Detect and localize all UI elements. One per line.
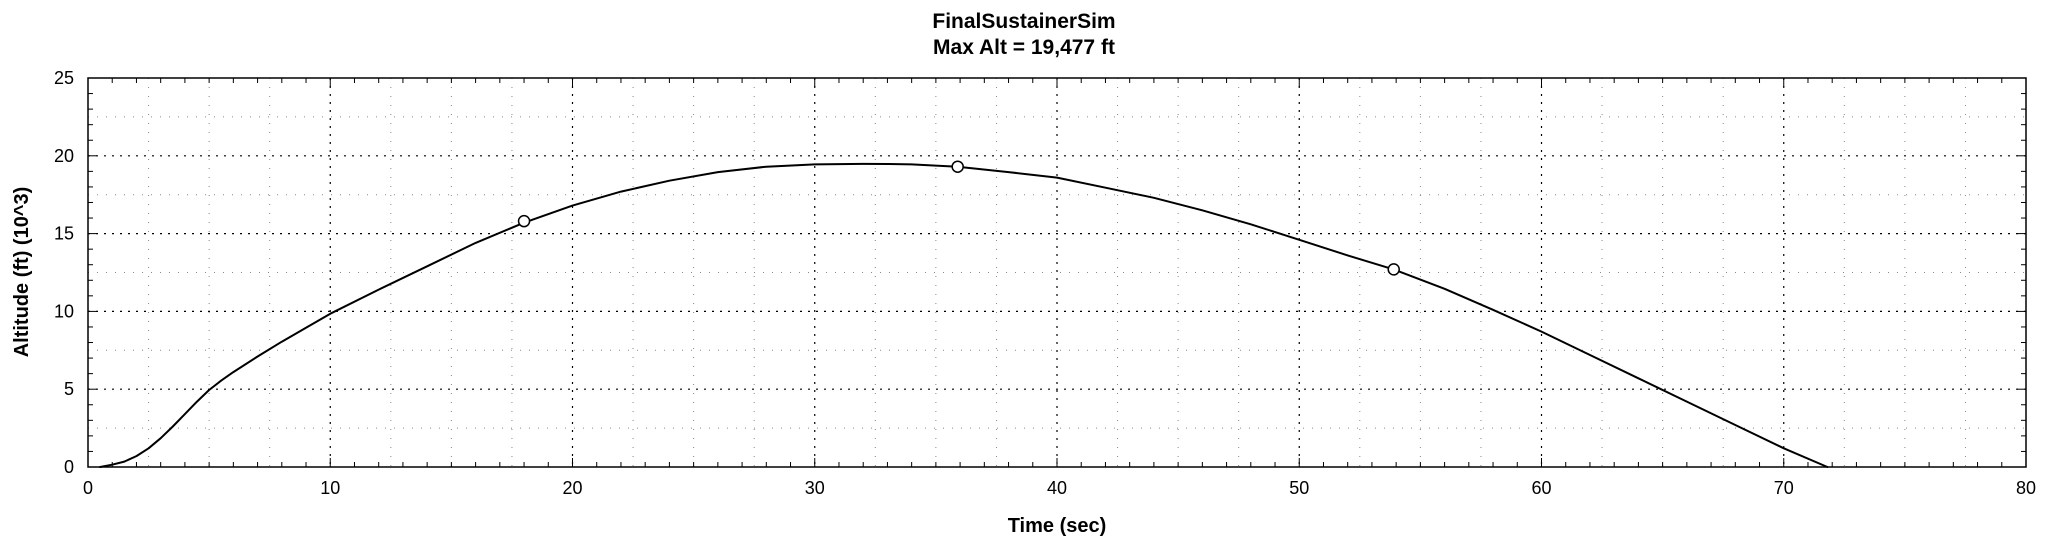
y-tick-label: 20 xyxy=(54,146,74,166)
y-axis-label: Altitude (ft) (10^3) xyxy=(11,187,33,358)
grid-lines xyxy=(88,78,2026,467)
chart-title: FinalSustainerSim xyxy=(932,10,1115,33)
y-tick-label: 10 xyxy=(54,301,74,321)
y-tick-labels: 0 5 10 15 20 25 xyxy=(54,68,74,477)
data-marker xyxy=(1387,263,1400,276)
y-tick-label: 5 xyxy=(64,379,74,399)
x-tick-label: 10 xyxy=(320,478,340,498)
x-tick-label: 40 xyxy=(1047,478,1067,498)
x-tick-label: 0 xyxy=(83,478,93,498)
marker-layer xyxy=(517,160,1400,276)
x-tick-label: 20 xyxy=(562,478,582,498)
x-tick-label: 60 xyxy=(1531,478,1551,498)
series-line xyxy=(99,162,1829,468)
x-tick-label: 30 xyxy=(805,478,825,498)
data-marker xyxy=(517,214,531,228)
series-layer xyxy=(99,162,1829,468)
chart-subtitle: Max Alt = 19,477 ft xyxy=(933,36,1115,59)
x-axis-label: Time (sec) xyxy=(1008,515,1107,537)
x-tick-labels: 0 10 20 30 40 50 60 70 80 xyxy=(83,478,2036,498)
y-tick-label: 25 xyxy=(54,68,74,88)
y-tick-label: 15 xyxy=(54,224,74,244)
x-tick-label: 50 xyxy=(1289,478,1309,498)
x-tick-label: 70 xyxy=(1774,478,1794,498)
x-tick-label: 80 xyxy=(2016,478,2036,498)
plot-frame xyxy=(87,77,2027,468)
data-marker xyxy=(951,160,964,173)
y-tick-label: 0 xyxy=(64,457,74,477)
